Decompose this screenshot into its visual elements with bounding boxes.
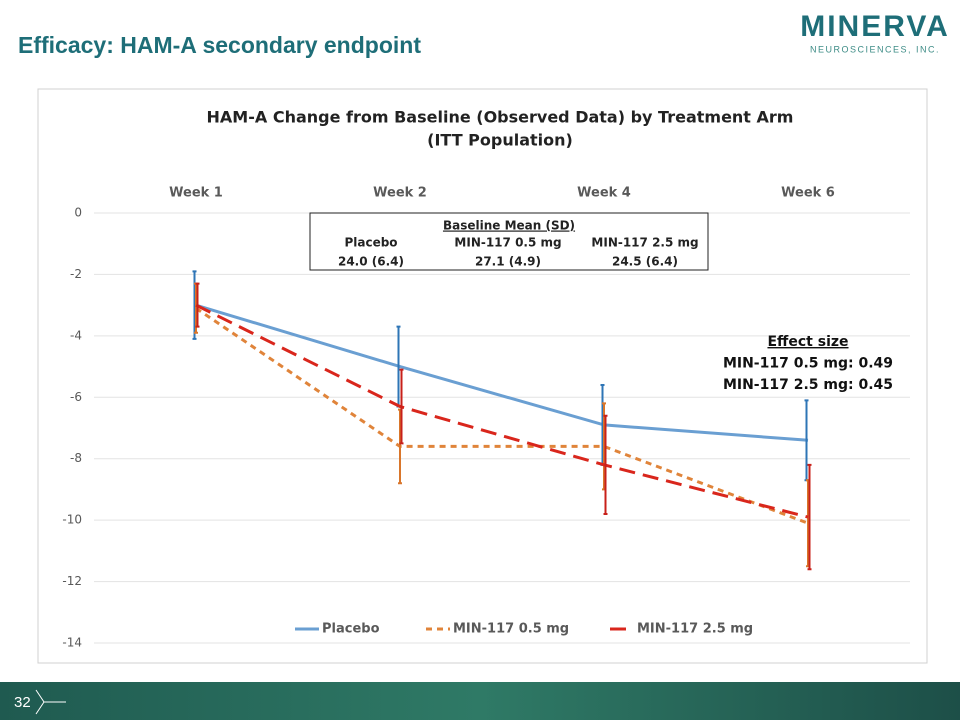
legend-label: MIN-117 2.5 mg: [637, 622, 753, 637]
footer-icon: [35, 689, 66, 715]
slide-title: Efficacy: HAM-A secondary endpoint: [18, 32, 421, 58]
error-bar: [603, 414, 608, 515]
annotation: MIN-117 2.5 mg: 0.45: [723, 377, 893, 393]
baseline-header: Placebo: [344, 236, 397, 250]
y-tick-label: -8: [70, 451, 82, 465]
page-number: 32: [14, 694, 31, 711]
baseline-header: MIN-117 0.5 mg: [454, 236, 561, 250]
y-tick-label: -12: [62, 574, 82, 588]
logo-sub: NEUROSCIENCES, INC.: [810, 44, 940, 54]
logo: MINERVA: [800, 10, 950, 43]
y-tick-label: -4: [70, 328, 82, 342]
baseline-title: Baseline Mean (SD): [443, 219, 575, 233]
error-bar: [195, 282, 200, 328]
chart-frame: [37, 88, 928, 664]
error-bar: [399, 368, 404, 445]
error-bar: [807, 463, 812, 571]
series-line: [195, 306, 809, 525]
annotation: Effect size: [767, 334, 848, 350]
y-tick-label: -2: [70, 267, 82, 281]
footer-band: [0, 682, 960, 720]
legend-label: MIN-117 0.5 mg: [453, 622, 569, 637]
chart-title: HAM-A Change from Baseline (Observed Dat…: [207, 108, 794, 127]
chart-subtitle: (ITT Population): [427, 131, 573, 150]
y-tick-label: -10: [62, 513, 82, 527]
baseline-value: 24.0 (6.4): [338, 255, 404, 269]
series-line: [195, 303, 809, 442]
y-tick-label: -6: [70, 390, 82, 404]
y-tick-label: -14: [62, 636, 82, 650]
baseline-header: MIN-117 2.5 mg: [591, 236, 698, 250]
x-tick-label: Week 6: [781, 186, 835, 201]
error-bar: [192, 270, 197, 340]
x-tick-label: Week 1: [169, 186, 223, 201]
x-tick-label: Week 2: [373, 186, 427, 201]
x-tick-label: Week 4: [577, 186, 631, 201]
baseline-value: 27.1 (4.9): [475, 255, 541, 269]
annotation: MIN-117 0.5 mg: 0.49: [723, 356, 893, 372]
y-tick-label: 0: [74, 206, 82, 220]
chart: HAM-A Change from Baseline (Observed Dat…: [62, 108, 910, 650]
baseline-box: [309, 212, 709, 271]
baseline-value: 24.5 (6.4): [612, 255, 678, 269]
legend-label: Placebo: [322, 622, 380, 637]
